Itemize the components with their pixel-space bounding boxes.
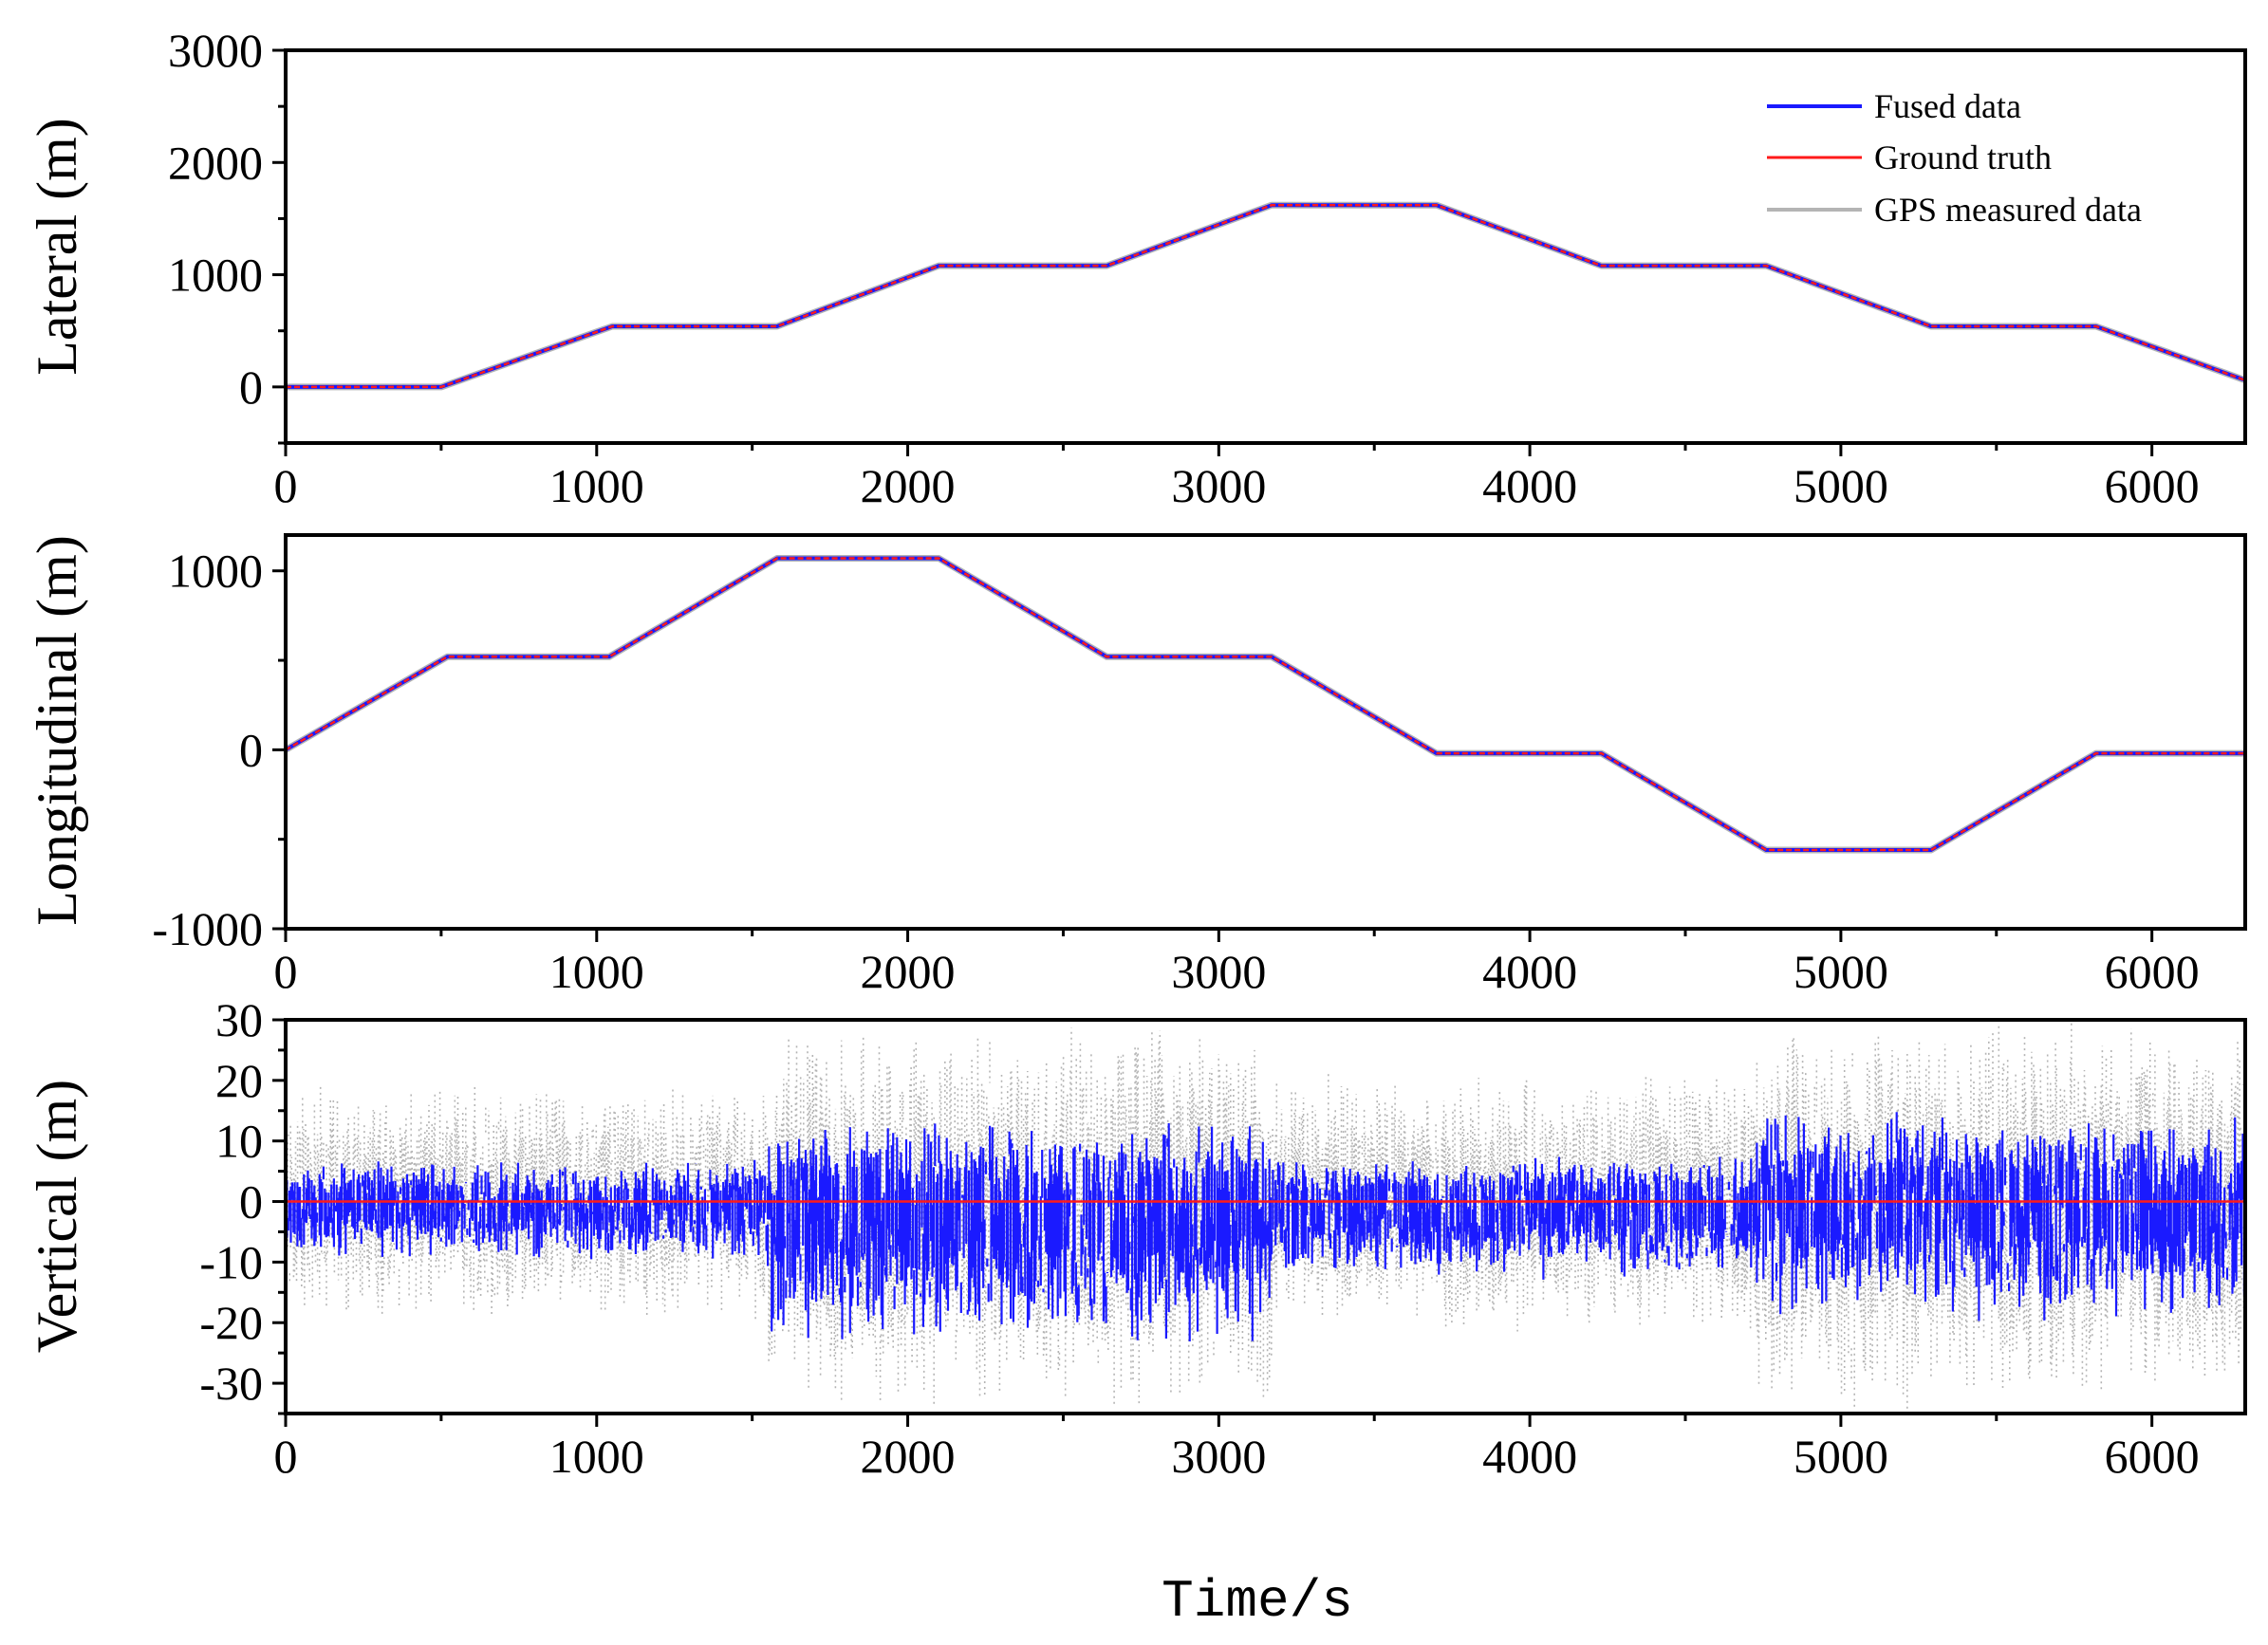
longitudinal-x-tick-label: 4000: [1482, 945, 1577, 998]
lateral-y-axis-title: Lateral (m): [26, 118, 88, 376]
vertical-y-tick-label: 20: [215, 1054, 263, 1107]
longitudinal-y-axis-title: Longitudinal (m): [26, 535, 88, 926]
lateral-x-tick-label: 2000: [861, 459, 956, 512]
vertical-series: [284, 1023, 2246, 1409]
vertical-y-tick-label: -20: [199, 1296, 263, 1349]
vertical-y-axis-title: Vertical (m): [26, 1080, 88, 1353]
vertical-x-tick-label: 1000: [549, 1430, 644, 1483]
lateral-x-tick-label: 1000: [549, 459, 644, 512]
legend-fused-label: Fused data: [1874, 87, 2021, 125]
lateral-x-tick-label: 3000: [1171, 459, 1266, 512]
lateral-panel: 0 1000 2000 3000 4000 5000 6000 0 1000 2000 3000 L…: [26, 24, 2247, 512]
legend: Fused data Ground truth GPS measured dat…: [1767, 87, 2142, 229]
lateral-ticks: 0 1000 2000 3000 4000 5000 6000 0 1000 2000 3000: [168, 24, 2200, 512]
lateral-x-tick-label: 0: [274, 459, 298, 512]
lateral-x-tick-label: 6000: [2105, 459, 2200, 512]
lateral-plot-frame: [284, 48, 2247, 445]
longitudinal-x-tick-label: 5000: [1794, 945, 1888, 998]
lateral-series: [286, 201, 2247, 391]
vertical-ticks: 0 1000 2000 3000 4000 5000 6000 -30 -20 -10 0 10 20 3…: [199, 993, 2199, 1483]
vertical-x-tick-label: 5000: [1794, 1430, 1888, 1483]
legend-gps-label: GPS measured data: [1874, 191, 2142, 229]
longitudinal-x-tick-label: 3000: [1171, 945, 1266, 998]
longitudinal-series: [284, 555, 2245, 854]
lateral-y-tick-label: 1000: [168, 249, 263, 302]
vertical-y-tick-label: 10: [215, 1115, 263, 1168]
lateral-y-tick-label: 2000: [168, 136, 263, 189]
vertical-fused-noise-band: [767, 1123, 1273, 1341]
vertical-panel: 0 1000 2000 3000 4000 5000 6000 -30 -20 -10 0 10 20 3…: [26, 993, 2247, 1483]
lateral-y-tick-label: 0: [239, 360, 263, 414]
lateral-truth-line: [286, 203, 2246, 389]
longitudinal-y-tick-label: -1000: [152, 902, 263, 955]
vertical-x-tick-label: 0: [274, 1430, 298, 1483]
vertical-x-tick-label: 3000: [1171, 1430, 1266, 1483]
lateral-x-tick-label: 5000: [1794, 459, 1888, 512]
vertical-gps-noise-band: [1756, 1023, 2246, 1409]
longitudinal-plot-frame: [284, 533, 2247, 931]
lateral-y-tick-label: 3000: [168, 24, 263, 77]
vertical-y-tick-label: -30: [199, 1357, 263, 1410]
longitudinal-x-tick-label: 6000: [2105, 945, 2200, 998]
lateral-fused-line: [286, 203, 2246, 389]
vertical-x-tick-label: 2000: [861, 1430, 956, 1483]
longitudinal-truth-line: [285, 557, 2245, 852]
vertical-x-tick-label: 4000: [1482, 1430, 1577, 1483]
lateral-gps-line: [286, 201, 2247, 391]
longitudinal-fused-line: [285, 556, 2245, 852]
longitudinal-x-tick-label: 0: [274, 945, 298, 998]
vertical-y-tick-label: -10: [199, 1235, 263, 1288]
longitudinal-gps-line: [284, 555, 2245, 854]
vertical-y-tick-label: 0: [239, 1175, 263, 1229]
legend-truth-label: Ground truth: [1874, 139, 2052, 176]
longitudinal-y-tick-label: 0: [239, 723, 263, 776]
vertical-fused-noise-band: [1271, 1156, 1757, 1280]
longitudinal-x-tick-label: 2000: [861, 945, 956, 998]
longitudinal-x-tick-label: 1000: [549, 945, 644, 998]
x-axis-title: Time/s: [1162, 1571, 1353, 1632]
longitudinal-y-tick-label: 1000: [168, 545, 263, 598]
vertical-x-tick-label: 6000: [2105, 1430, 2200, 1483]
lateral-x-tick-label: 4000: [1482, 459, 1577, 512]
vertical-y-tick-label: 30: [215, 993, 263, 1046]
vertical-plot-frame: [284, 1018, 2247, 1415]
